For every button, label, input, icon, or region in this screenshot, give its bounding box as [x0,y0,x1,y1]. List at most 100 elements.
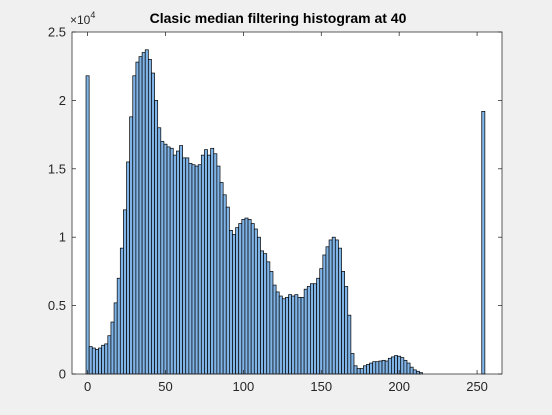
histogram-bar [303,288,308,375]
histogram-bar [141,52,146,375]
histogram-bar [116,277,121,375]
histogram-bar [378,360,383,375]
histogram-bar [157,127,162,375]
y-tick-label: 1.5 [48,161,66,176]
histogram-bar [369,362,374,375]
x-tick-label: 150 [310,379,332,394]
histogram-bar [341,271,345,375]
histogram-bar [310,283,314,375]
histogram-bar [188,162,193,375]
histogram-bar [163,143,168,375]
histogram-bar [88,346,93,375]
histogram-bar [247,219,252,375]
histogram-bar [126,161,130,375]
histogram-bar [151,72,155,375]
histogram-bar [95,349,99,375]
histogram-bar [147,59,152,375]
histogram-bar [316,277,321,375]
histogram-bar [113,302,118,375]
histogram-bar [229,230,233,375]
histogram-bar [219,182,224,375]
histogram-bar [160,141,165,375]
histogram-bar [291,295,296,375]
histogram-bar [412,369,417,375]
histogram-bar [85,75,90,375]
histogram-bar [225,206,230,375]
histogram-bar [400,357,405,375]
histogram-bar [107,335,112,375]
histogram-bar [328,239,333,375]
x-tick-label: 50 [158,379,172,394]
histogram-bar [197,164,202,375]
histogram-bar [241,219,246,375]
ticks-layer: 0 50 100 150 200 250 0 0.5 1 1.5 2 2.5 [48,25,502,394]
histogram-bar [325,246,330,375]
histogram-bar [182,157,187,375]
y-tick-label: 0 [59,367,66,382]
y-tick-label: 2.5 [48,25,66,40]
histogram-bar [207,154,212,375]
histogram-bar [216,165,221,375]
histogram-bar [235,227,240,375]
histogram-bar [191,164,196,375]
histogram-bar [409,366,414,375]
histogram-bar [319,268,324,375]
histogram-bar [403,359,408,375]
x-tick-label: 0 [84,379,91,394]
histogram-bar [119,247,124,375]
y-tick-label: 0.5 [48,298,66,313]
histogram-bar [260,250,264,375]
histogram-bar [313,283,317,375]
histogram-bar [253,228,258,375]
histogram-bar [278,295,283,375]
histogram-bar [244,217,249,375]
histogram-bar [381,359,386,375]
chart-title: Clasic median filtering histogram at 40 [150,10,407,26]
histogram-bar [179,145,183,375]
histogram-bar [362,365,367,375]
histogram-bar [272,284,277,375]
histogram-bar [194,165,199,375]
histogram-bar [306,286,311,375]
y-axis-exponent: ×104 [70,10,95,27]
histogram-bar [263,253,268,375]
histogram-bar [232,234,236,375]
histogram-bar [334,239,339,375]
histogram-bar [104,343,109,375]
histogram-bar [387,357,392,375]
histogram-bar [210,147,215,375]
histogram-bar [275,291,280,375]
histogram-bar [481,110,486,375]
histogram-bar [144,49,149,375]
histogram-bar [250,223,255,375]
histogram-bar [266,261,271,375]
histogram-bar [132,75,137,375]
histogram-bar [366,364,370,375]
histogram-bar [281,298,286,375]
histogram-bar [372,361,377,375]
histogram-bar [294,294,299,375]
histogram-bar [123,209,127,375]
histogram-bar [176,150,180,375]
histogram-bar [98,347,102,375]
histogram-bar [300,297,305,375]
histogram-bar [185,157,190,375]
histogram-bar [222,194,227,375]
histogram-bar [338,247,342,375]
histogram-bar [347,314,352,375]
x-tick-label: 100 [233,379,255,394]
axes-box [71,31,503,375]
x-tick-label: 200 [388,379,410,394]
histogram-bar [135,61,140,375]
histogram-bar [406,362,411,375]
histogram-bar [101,344,106,375]
histogram-bar [394,355,398,375]
histogram-bar [138,56,143,375]
histogram-bar [344,286,349,375]
histogram-bar [384,360,389,375]
x-tick-label: 250 [466,379,488,394]
histogram-bar [200,154,205,375]
histogram-bar [375,361,380,375]
histogram-bar [359,368,364,375]
